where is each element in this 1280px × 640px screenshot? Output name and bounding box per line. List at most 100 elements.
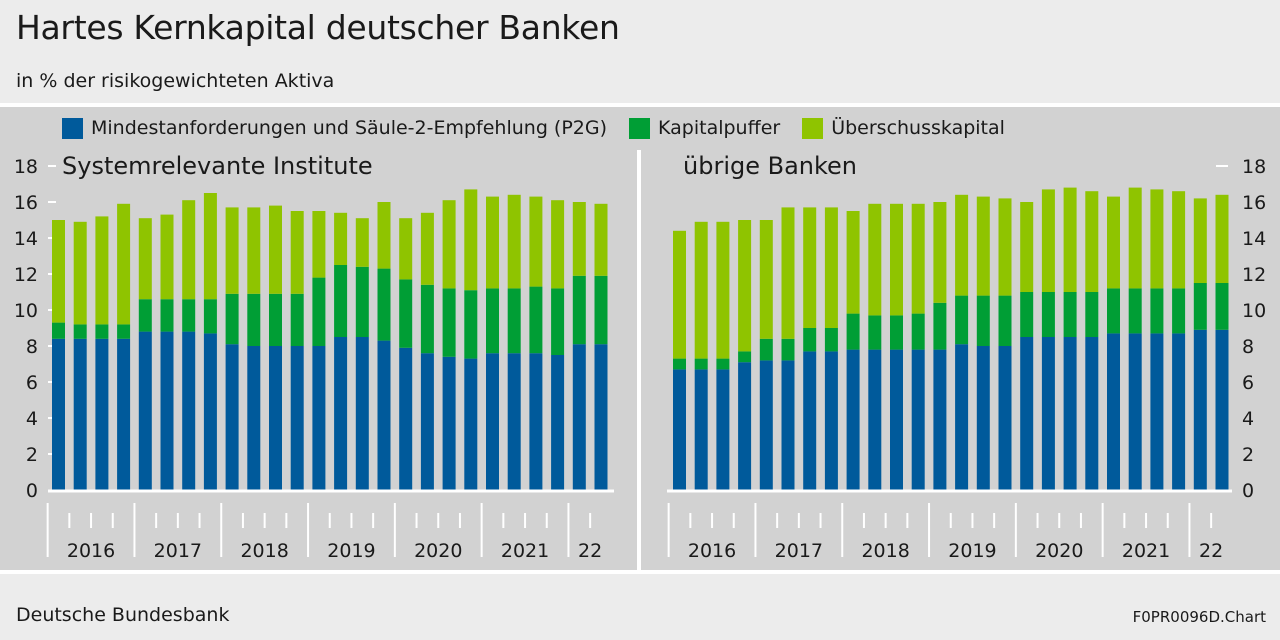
bar-segment-p2g [998, 346, 1012, 490]
bar-segment-kapitalpuffer [203, 299, 217, 334]
panel-title-left: Systemrelevante Institute [62, 152, 373, 180]
bar-segment-ueberschuss [486, 196, 499, 289]
bar-segment-kapitalpuffer [290, 293, 304, 346]
bar-segment-kapitalpuffer [594, 275, 608, 345]
bar-segment-ueberschuss [247, 207, 261, 294]
bar-segment-kapitalpuffer [399, 279, 413, 348]
x-tick-label: 2021 [501, 540, 549, 562]
bar-segment-kapitalpuffer [117, 324, 131, 339]
bar-segment-kapitalpuffer [890, 315, 903, 350]
bar-segment-ueberschuss [594, 203, 608, 276]
x-tick-label: 2017 [775, 540, 823, 562]
y-tick-label: 12 [1242, 264, 1266, 286]
bar-segment-kapitalpuffer [694, 358, 708, 370]
bar-segment-p2g [1020, 337, 1034, 490]
chart-subtitle: in % der risikogewichteten Aktiva [16, 70, 335, 92]
bar-segment-p2g [976, 346, 990, 490]
bar-segment-ueberschuss [738, 220, 752, 352]
bar-segment-kapitalpuffer [529, 286, 543, 354]
bar-segment-p2g [933, 349, 947, 490]
bar-segment-p2g [955, 344, 969, 490]
bar-segment-kapitalpuffer [1128, 288, 1142, 334]
bar-segment-ueberschuss [52, 220, 65, 323]
bar-segment-ueberschuss [442, 200, 456, 289]
y-tick-label: 4 [1242, 408, 1254, 430]
bar-segment-ueberschuss [551, 200, 565, 289]
bar-segment-p2g [846, 349, 860, 490]
bar-segment-ueberschuss [1041, 189, 1055, 292]
bar-segment-ueberschuss [312, 211, 326, 278]
bar-segment-ueberschuss [290, 211, 304, 294]
bar-segment-p2g [377, 340, 391, 490]
bar-segment-ueberschuss [182, 200, 196, 300]
bar-segment-ueberschuss [955, 194, 969, 296]
bar-segment-ueberschuss [160, 214, 174, 300]
bar-segment-ueberschuss [911, 203, 925, 314]
y-tick-label: 14 [14, 228, 38, 250]
y-tick-label: 18 [14, 156, 38, 178]
bar-segment-p2g [529, 353, 543, 490]
bar-segment-ueberschuss [1172, 191, 1186, 289]
y-tick-label: 16 [14, 192, 38, 214]
bar-segment-ueberschuss [781, 207, 795, 339]
bar-segment-p2g [781, 360, 795, 490]
bar-segment-p2g [160, 331, 174, 490]
bar-segment-p2g [290, 346, 304, 490]
y-tick-label: 16 [1242, 192, 1266, 214]
bar-segment-p2g [355, 337, 369, 490]
bar-segment-p2g [225, 344, 239, 490]
bar-segment-kapitalpuffer [334, 265, 348, 337]
bar-segment-ueberschuss [1085, 191, 1099, 292]
bar-segment-ueberschuss [759, 220, 773, 339]
bar-segment-kapitalpuffer [673, 358, 686, 370]
bar-segment-p2g [738, 362, 752, 490]
legend-item-kapitalpuffer: Kapitalpuffer [629, 117, 780, 139]
x-tick-label: 2021 [1122, 540, 1170, 562]
bar-segment-ueberschuss [269, 205, 282, 294]
bar-segment-ueberschuss [507, 194, 521, 289]
bar-segment-p2g [551, 355, 565, 490]
y-tick-label: 0 [1242, 480, 1254, 502]
bar-segment-kapitalpuffer [1085, 292, 1099, 337]
x-tick-label: 2016 [688, 540, 736, 562]
bar-segment-p2g [673, 369, 686, 490]
bar-segment-kapitalpuffer [1063, 292, 1077, 337]
legend-swatch [629, 117, 651, 139]
x-tick-label: 2016 [67, 540, 115, 562]
bar-segment-kapitalpuffer [247, 293, 261, 346]
x-tick-label: 2019 [948, 540, 996, 562]
bar-segment-kapitalpuffer [738, 351, 752, 363]
bar-segment-ueberschuss [420, 212, 434, 285]
bar-segment-ueberschuss [225, 207, 239, 294]
bar-segment-ueberschuss [572, 202, 586, 276]
bar-segment-p2g [759, 360, 773, 490]
y-tick-label: 18 [1242, 156, 1266, 178]
bar-segment-p2g [1172, 333, 1186, 490]
bar-segment-kapitalpuffer [976, 295, 990, 346]
bar-segment-ueberschuss [117, 203, 131, 325]
y-tick-label: 10 [14, 300, 38, 322]
x-tick-label: 22 [1199, 540, 1223, 562]
bar-segment-ueberschuss [890, 203, 903, 316]
bar-segment-p2g [1215, 329, 1229, 490]
panel-title-right: übrige Banken [683, 152, 858, 180]
bar-segment-kapitalpuffer [998, 295, 1012, 346]
bar-segment-ueberschuss [1107, 196, 1120, 289]
legend-label: Überschusskapital [831, 117, 1005, 139]
bar-segment-p2g [312, 346, 326, 490]
legend-swatch [802, 117, 824, 139]
legend: Mindestanforderungen und Säule-2-Empfehl… [62, 117, 1027, 139]
bar-segment-p2g [1107, 333, 1120, 490]
bar-segment-p2g [486, 353, 499, 490]
chart-code: F0PR0096D.Chart [1132, 608, 1266, 626]
bar-segment-p2g [442, 356, 456, 490]
bar-segment-p2g [203, 333, 217, 490]
bar-segment-ueberschuss [334, 212, 348, 265]
bar-segment-kapitalpuffer [442, 288, 456, 357]
bar-segment-kapitalpuffer [138, 299, 152, 332]
bar-segment-ueberschuss [933, 202, 947, 303]
chart-title: Hartes Kernkapital deutscher Banken [16, 8, 620, 47]
bar-segment-ueberschuss [1150, 189, 1164, 289]
bar-segment-kapitalpuffer [420, 284, 434, 354]
